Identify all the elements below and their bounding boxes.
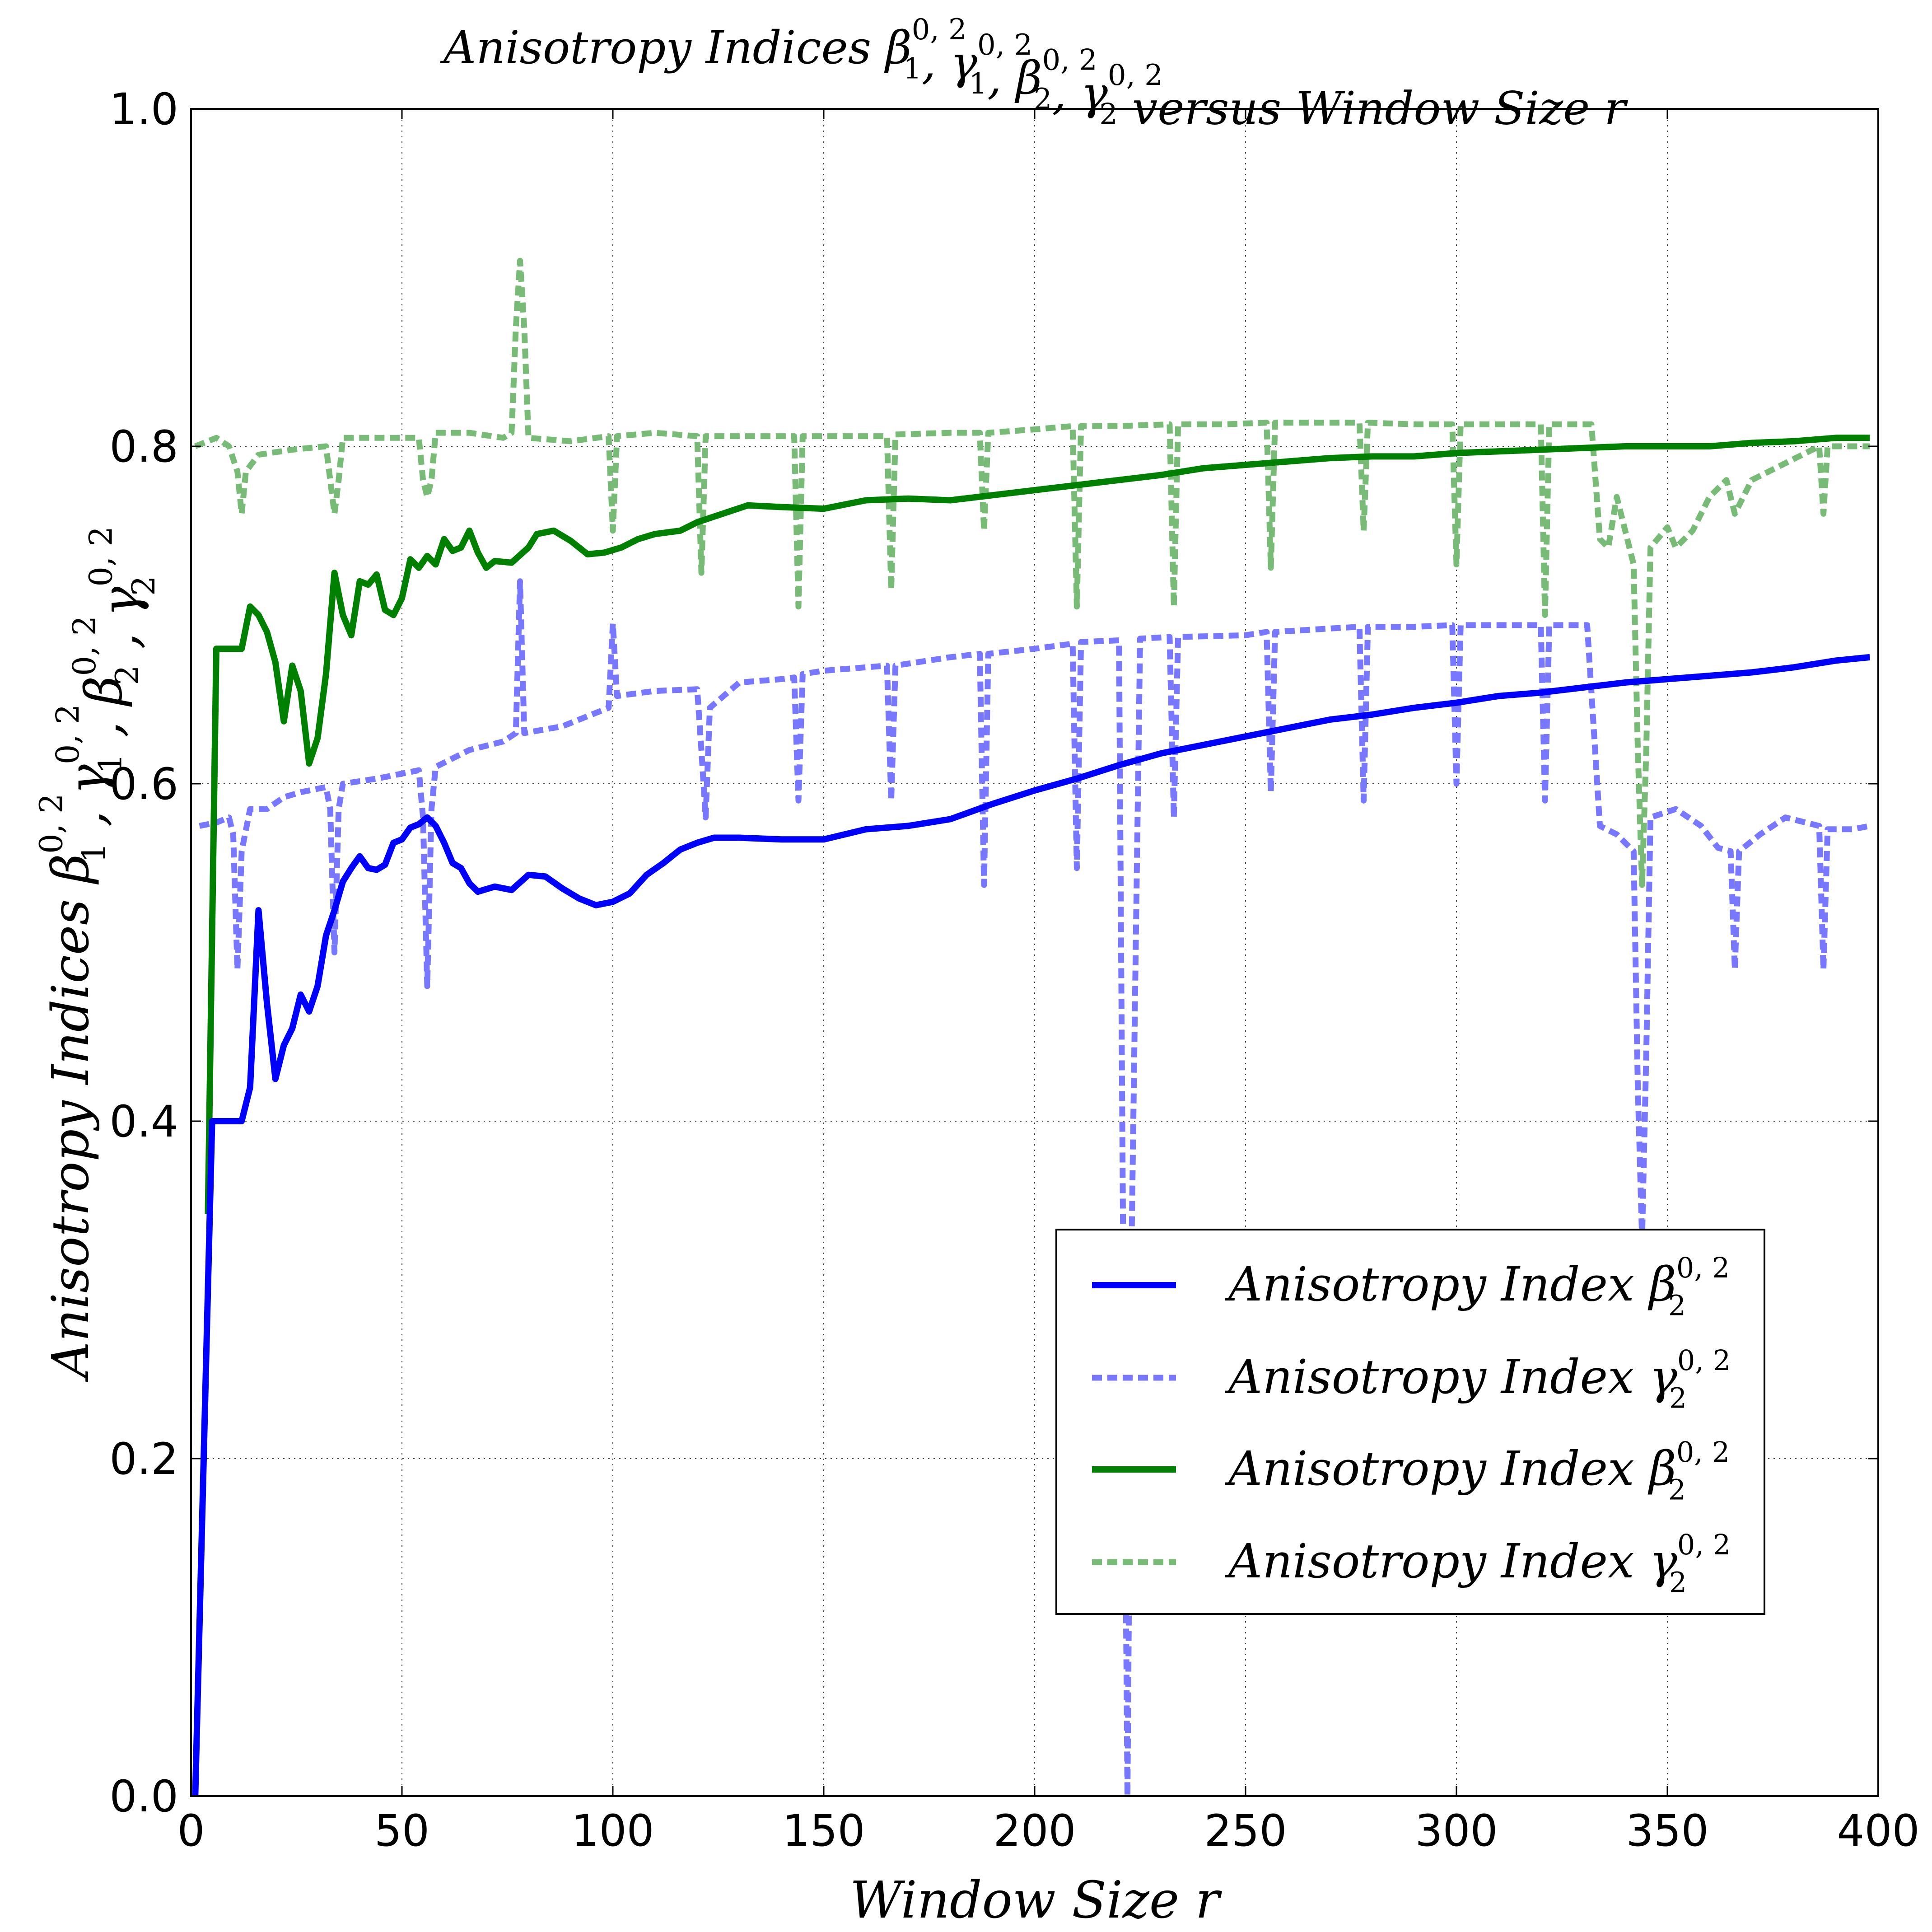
math-text-run: Anisotropy Index [1225,1257,1649,1312]
legend-label-1: Anisotropy Index β0, 2 2 [1225,1251,1730,1322]
math-superscript: 0, 2 [1108,59,1163,92]
math-subscript: 2 [1668,1289,1686,1322]
math-text-run: , [1052,67,1081,120]
math-symbol: β [884,21,912,74]
series-line-3 [205,435,1870,1214]
math-symbol: γ [1649,1349,1678,1404]
math-superscript: 0, 2 [1042,43,1097,77]
math-symbol: γ [950,37,977,89]
math-superscript: 0, 2 [912,13,967,47]
x-tick-label: 250 [1204,1806,1287,1856]
series-line-1 [192,654,1870,1796]
math-subscript: 2 [1099,98,1118,131]
x-tick-label: 350 [1626,1806,1708,1856]
math-text-run: Anisotropy Index [1225,1441,1649,1496]
math-subscript: 1 [903,52,922,86]
math-superscript: 0, 2 [1676,1436,1730,1469]
series-lines [192,257,1871,1798]
x-tick-label: 200 [993,1806,1076,1856]
math-symbol: β [1014,51,1042,104]
legend-label-4: Anisotropy Index γ0, 2 2 [1225,1528,1731,1599]
x-tick-label: 150 [782,1806,865,1856]
math-superscript: 0, 2 [66,616,103,676]
math-subscript: 2 [125,575,162,596]
x-tick-label: 0 [177,1806,205,1856]
math-symbol: β [1647,1257,1676,1312]
y-tick-label: 0.0 [109,1771,178,1822]
axis-ticks: 0 50 100 150 200 250 300 350 400 0.0 0.2 0.4 0.6 0.8 1… [109,84,1919,1856]
math-symbol: β [75,676,134,707]
math-superscript: 0, 2 [1676,1251,1730,1284]
math-superscript: 0, 2 [49,704,86,765]
x-tick-label: 400 [1837,1806,1919,1856]
series-line-4 [194,257,1870,888]
y-tick-label: 0.4 [109,1096,178,1147]
math-text-run: Anisotropy Index [1225,1534,1649,1589]
math-symbol: β [1647,1441,1676,1496]
y-tick-label: 1.0 [109,84,178,135]
math-text-run: Anisotropy Index [1225,1349,1649,1404]
math-superscript: 0, 2 [1677,1528,1731,1561]
y-tick-label: 0.2 [109,1434,178,1484]
math-symbol: γ [1081,67,1108,120]
math-symbol: γ [1649,1534,1678,1589]
math-subscript: 2 [108,665,145,685]
math-subscript: 1 [969,67,987,101]
math-text-run: , [75,705,134,753]
math-subscript: 2 [1669,1382,1687,1415]
x-axis-label: Window Size r [850,1871,1223,1930]
math-superscript: 0, 2 [1677,1344,1731,1377]
legend-frame [1055,1229,1765,1615]
math-subscript: 2 [1034,83,1052,116]
math-text-run: Anisotropy Indices [42,883,100,1382]
math-text-run: , [58,795,117,843]
math-symbol: β [42,854,100,885]
math-text-run: , [922,37,951,89]
math-text-run: , [91,617,150,665]
x-tick-label: 50 [374,1806,429,1856]
math-superscript: 0, 2 [83,526,120,587]
legend-label-2: Anisotropy Index γ0, 2 2 [1225,1344,1731,1415]
math-subscript: 1 [75,843,112,863]
y-tick-label: 0.8 [109,421,178,472]
math-symbol: γ [58,764,117,795]
math-subscript: 2 [1669,1566,1687,1599]
y-tick-label: 0.6 [109,759,178,809]
chart-title: Anisotropy Indices β0, 2 1, γ0, 2 1, β0, 2… [440,13,1628,135]
math-text-run: versus Window Size r [1118,82,1628,135]
math-superscript: 0, 2 [977,28,1032,62]
legend-label-3: Anisotropy Index β0, 2 2 [1225,1436,1730,1506]
math-superscript: 0, 2 [33,793,70,854]
math-text-run: Anisotropy Indices [440,21,886,74]
x-tick-label: 300 [1415,1806,1498,1856]
math-text-run: , [987,51,1016,104]
math-subscript: 2 [1668,1474,1686,1506]
math-subscript: 1 [92,753,129,774]
math-symbol: γ [91,586,150,617]
x-tick-label: 100 [571,1806,654,1856]
